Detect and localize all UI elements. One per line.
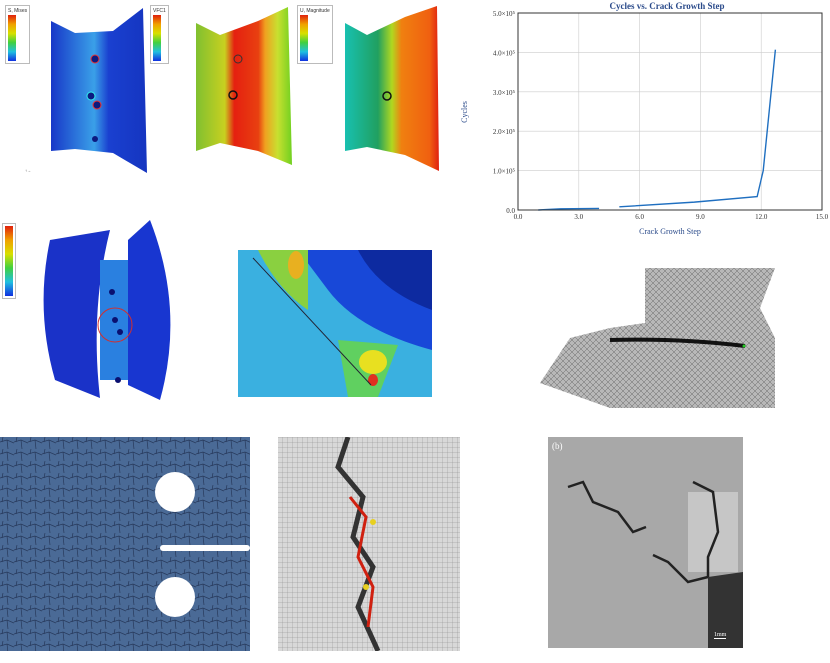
x-axis-label: Crack Growth Step — [639, 227, 701, 236]
crack-path-mesh-image — [278, 437, 460, 651]
grain-model-image — [0, 437, 250, 651]
cycles-chart: Cycles vs. Crack Growth Step Crack Growt… — [460, 1, 829, 236]
micrograph-image: (b) 1mm — [548, 437, 743, 648]
fea-panel-second: VFC1 — [150, 3, 297, 185]
x-tick-label: 3.0 — [574, 213, 583, 221]
wheel-section-field-image — [196, 7, 292, 165]
chart-title: Cycles vs. Crack Growth Step — [609, 1, 724, 11]
fea-panel-displacement: U, Magnitude — [297, 3, 443, 185]
legend-title: S, Mises — [8, 8, 28, 14]
color-legend: S, Mises — [5, 5, 31, 64]
y-tick-label: 5.0×10⁵ — [493, 10, 516, 18]
legend-title: VFC1 — [153, 8, 166, 14]
wheel-section-stress-image — [51, 8, 147, 173]
scale-bar: 1mm — [714, 632, 727, 639]
x-tick-label: 12.0 — [755, 213, 768, 221]
x-tick-label: 0.0 — [514, 213, 523, 221]
crack-micrograph — [567, 480, 743, 648]
color-legend — [2, 223, 16, 299]
crack-mesh-image — [540, 268, 775, 408]
y-axis-label: Cycles — [460, 101, 469, 123]
y-tick-label: 1.0×10⁵ — [493, 168, 516, 176]
y-tick-label: 0.0 — [506, 207, 515, 215]
fea-panel-stress: S, Mises ↑→ — [5, 3, 148, 185]
wheel-section-displacement-image — [345, 6, 439, 171]
color-legend: U, Magnitude — [297, 5, 333, 64]
axis-triad-icon: ↑→ — [25, 168, 31, 173]
crack-tip-contour-image — [238, 250, 432, 397]
x-tick-label: 9.0 — [696, 213, 705, 221]
y-tick-label: 3.0×10⁵ — [493, 89, 516, 97]
color-legend: VFC1 — [150, 5, 169, 64]
wheel-3d-stress-image — [43, 220, 171, 400]
y-tick-label: 4.0×10⁵ — [493, 49, 516, 57]
series-line — [619, 49, 777, 208]
panel-label: (b) — [552, 441, 563, 451]
x-tick-label: 6.0 — [635, 213, 644, 221]
x-tick-label: 15.0 — [816, 213, 829, 221]
plot-frame — [517, 12, 823, 211]
y-tick-label: 2.0×10⁵ — [493, 128, 516, 136]
legend-title: U, Magnitude — [300, 8, 330, 14]
